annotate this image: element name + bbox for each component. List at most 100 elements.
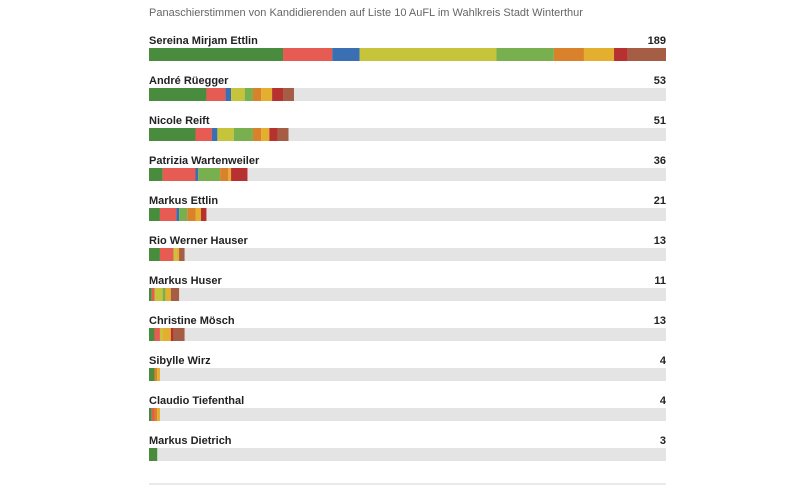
bar-segment [151, 408, 155, 421]
bar-track [149, 168, 666, 181]
bar-segment [217, 128, 234, 141]
candidate-row: Markus Ettlin 21 [149, 195, 666, 221]
candidate-row: Sibylle Wirz 4 [149, 355, 667, 381]
candidate-name: Nicole Reift [149, 115, 210, 127]
candidate-row: André Rüegger 53 [149, 75, 666, 101]
candidate-total: 53 [654, 75, 666, 87]
bar-segment [233, 128, 253, 141]
bar-segment [157, 368, 160, 381]
bar-segment [195, 208, 201, 221]
bar-segment [154, 288, 163, 301]
bar-segment [176, 248, 180, 261]
bar-segment [149, 328, 155, 341]
candidate-row: Christine Mösch 13 [149, 315, 666, 341]
bar-segment [149, 248, 160, 261]
bar-segment [162, 168, 196, 181]
bar-segment [252, 128, 262, 141]
bar-segment [159, 248, 174, 261]
bar-segment [149, 368, 155, 381]
candidate-total: 51 [654, 115, 666, 127]
bar-segment [165, 288, 171, 301]
chart-rows: Sereina Mirjam Ettlin 189 André Rüegger 53 N… [149, 35, 667, 461]
candidate-total: 3 [660, 435, 666, 447]
candidate-name: Sibylle Wirz [149, 355, 211, 367]
bar-segment [173, 328, 185, 341]
candidate-total: 13 [654, 235, 666, 247]
bar-segment [149, 408, 152, 421]
bar-segment [553, 48, 584, 61]
bar-segment [269, 128, 278, 141]
bar-segment [198, 168, 221, 181]
bar-segment [195, 128, 212, 141]
candidate-name: André Rüegger [149, 75, 229, 87]
bar-segment [176, 208, 180, 221]
bar-segment [252, 88, 262, 101]
candidate-row: Rio Werner Hauser 13 [149, 235, 666, 261]
bar-segment [496, 48, 554, 61]
bar-segment [225, 88, 232, 101]
bar-track [149, 408, 666, 421]
bar-segment [173, 248, 177, 261]
bar-segment [627, 48, 666, 61]
candidate-name: Claudio Tiefenthal [149, 395, 244, 407]
bar-segment [195, 168, 199, 181]
bar-track [149, 288, 666, 301]
candidate-total: 189 [648, 35, 666, 47]
bar-segment [179, 248, 185, 261]
bar-segment [149, 168, 163, 181]
bar-segment [159, 328, 163, 341]
candidate-row: Sereina Mirjam Ettlin 189 [149, 35, 666, 61]
candidate-name: Markus Dietrich [149, 435, 232, 447]
bar-track [149, 208, 666, 221]
bar-segment [179, 208, 188, 221]
bar-segment [149, 448, 158, 461]
bar-segment [200, 208, 207, 221]
bar-segment [157, 408, 160, 421]
bar-segment [272, 88, 284, 101]
candidate-total: 36 [654, 155, 666, 167]
bar-segment [154, 408, 158, 421]
bar-segment [149, 88, 207, 101]
candidate-row: Nicole Reift 51 [149, 115, 666, 141]
candidate-name: Rio Werner Hauser [149, 235, 249, 247]
bar-segment [149, 288, 152, 301]
bar-track [149, 248, 666, 261]
bar-segment [149, 128, 196, 141]
candidate-total: 4 [660, 395, 667, 407]
bar-segment [231, 168, 248, 181]
bar-track [149, 368, 666, 381]
candidate-name: Sereina Mirjam Ettlin [149, 35, 258, 47]
candidate-row: Markus Huser 11 [149, 275, 666, 301]
bar-segment [220, 168, 229, 181]
bar-segment [261, 128, 270, 141]
candidate-name: Markus Huser [149, 275, 222, 287]
bar-segment [149, 208, 160, 221]
bar-segment [283, 88, 294, 101]
bar-segment [151, 288, 155, 301]
bar-segment [162, 328, 171, 341]
candidate-name: Patrizia Wartenweiler [149, 155, 260, 167]
bar-segment [228, 168, 232, 181]
bar-segment [187, 208, 196, 221]
bar-segment [583, 48, 615, 61]
bar-track [149, 328, 666, 341]
bar-segment [162, 288, 166, 301]
bar-segment [261, 88, 273, 101]
bar-segment [170, 288, 180, 301]
bar-segment [244, 88, 253, 101]
bar-segment [154, 368, 158, 381]
bar-segment [359, 48, 497, 61]
bar-segment [154, 328, 160, 341]
bar-segment [283, 48, 333, 61]
candidate-total: 11 [654, 275, 666, 287]
bar-segment [277, 128, 289, 141]
candidate-row: Markus Dietrich 3 [149, 435, 666, 461]
chart-title: Panaschierstimmen von Kandidierenden auf… [149, 7, 583, 19]
bar-segment [614, 48, 628, 61]
bar-track [149, 448, 666, 461]
candidate-total: 21 [654, 195, 666, 207]
candidate-row: Claudio Tiefenthal 4 [149, 395, 667, 421]
candidate-row: Patrizia Wartenweiler 36 [149, 155, 666, 181]
bar-segment [170, 328, 174, 341]
